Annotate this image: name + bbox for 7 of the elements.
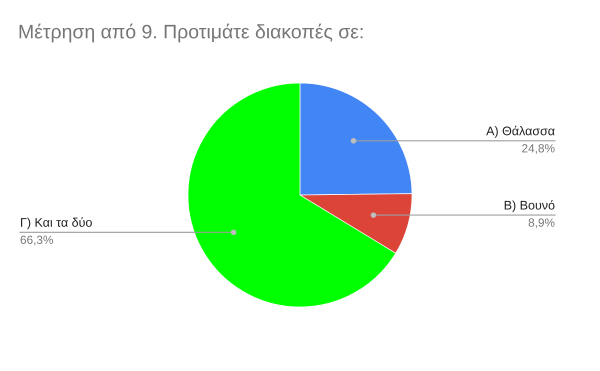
slice-label: Β) Βουνό	[504, 200, 554, 212]
chart-title: Μέτρηση από 9. Προτιμάτε διακοπές σε:	[20, 24, 363, 42]
data-label: 24,8%	[522, 144, 555, 154]
slice-label: Γ) Και τα δύο	[21, 217, 92, 230]
data-label: 66,3%	[20, 236, 54, 246]
data-label: 8,9%	[528, 218, 555, 228]
slice-label: Α) Θάλασσα	[486, 126, 555, 138]
